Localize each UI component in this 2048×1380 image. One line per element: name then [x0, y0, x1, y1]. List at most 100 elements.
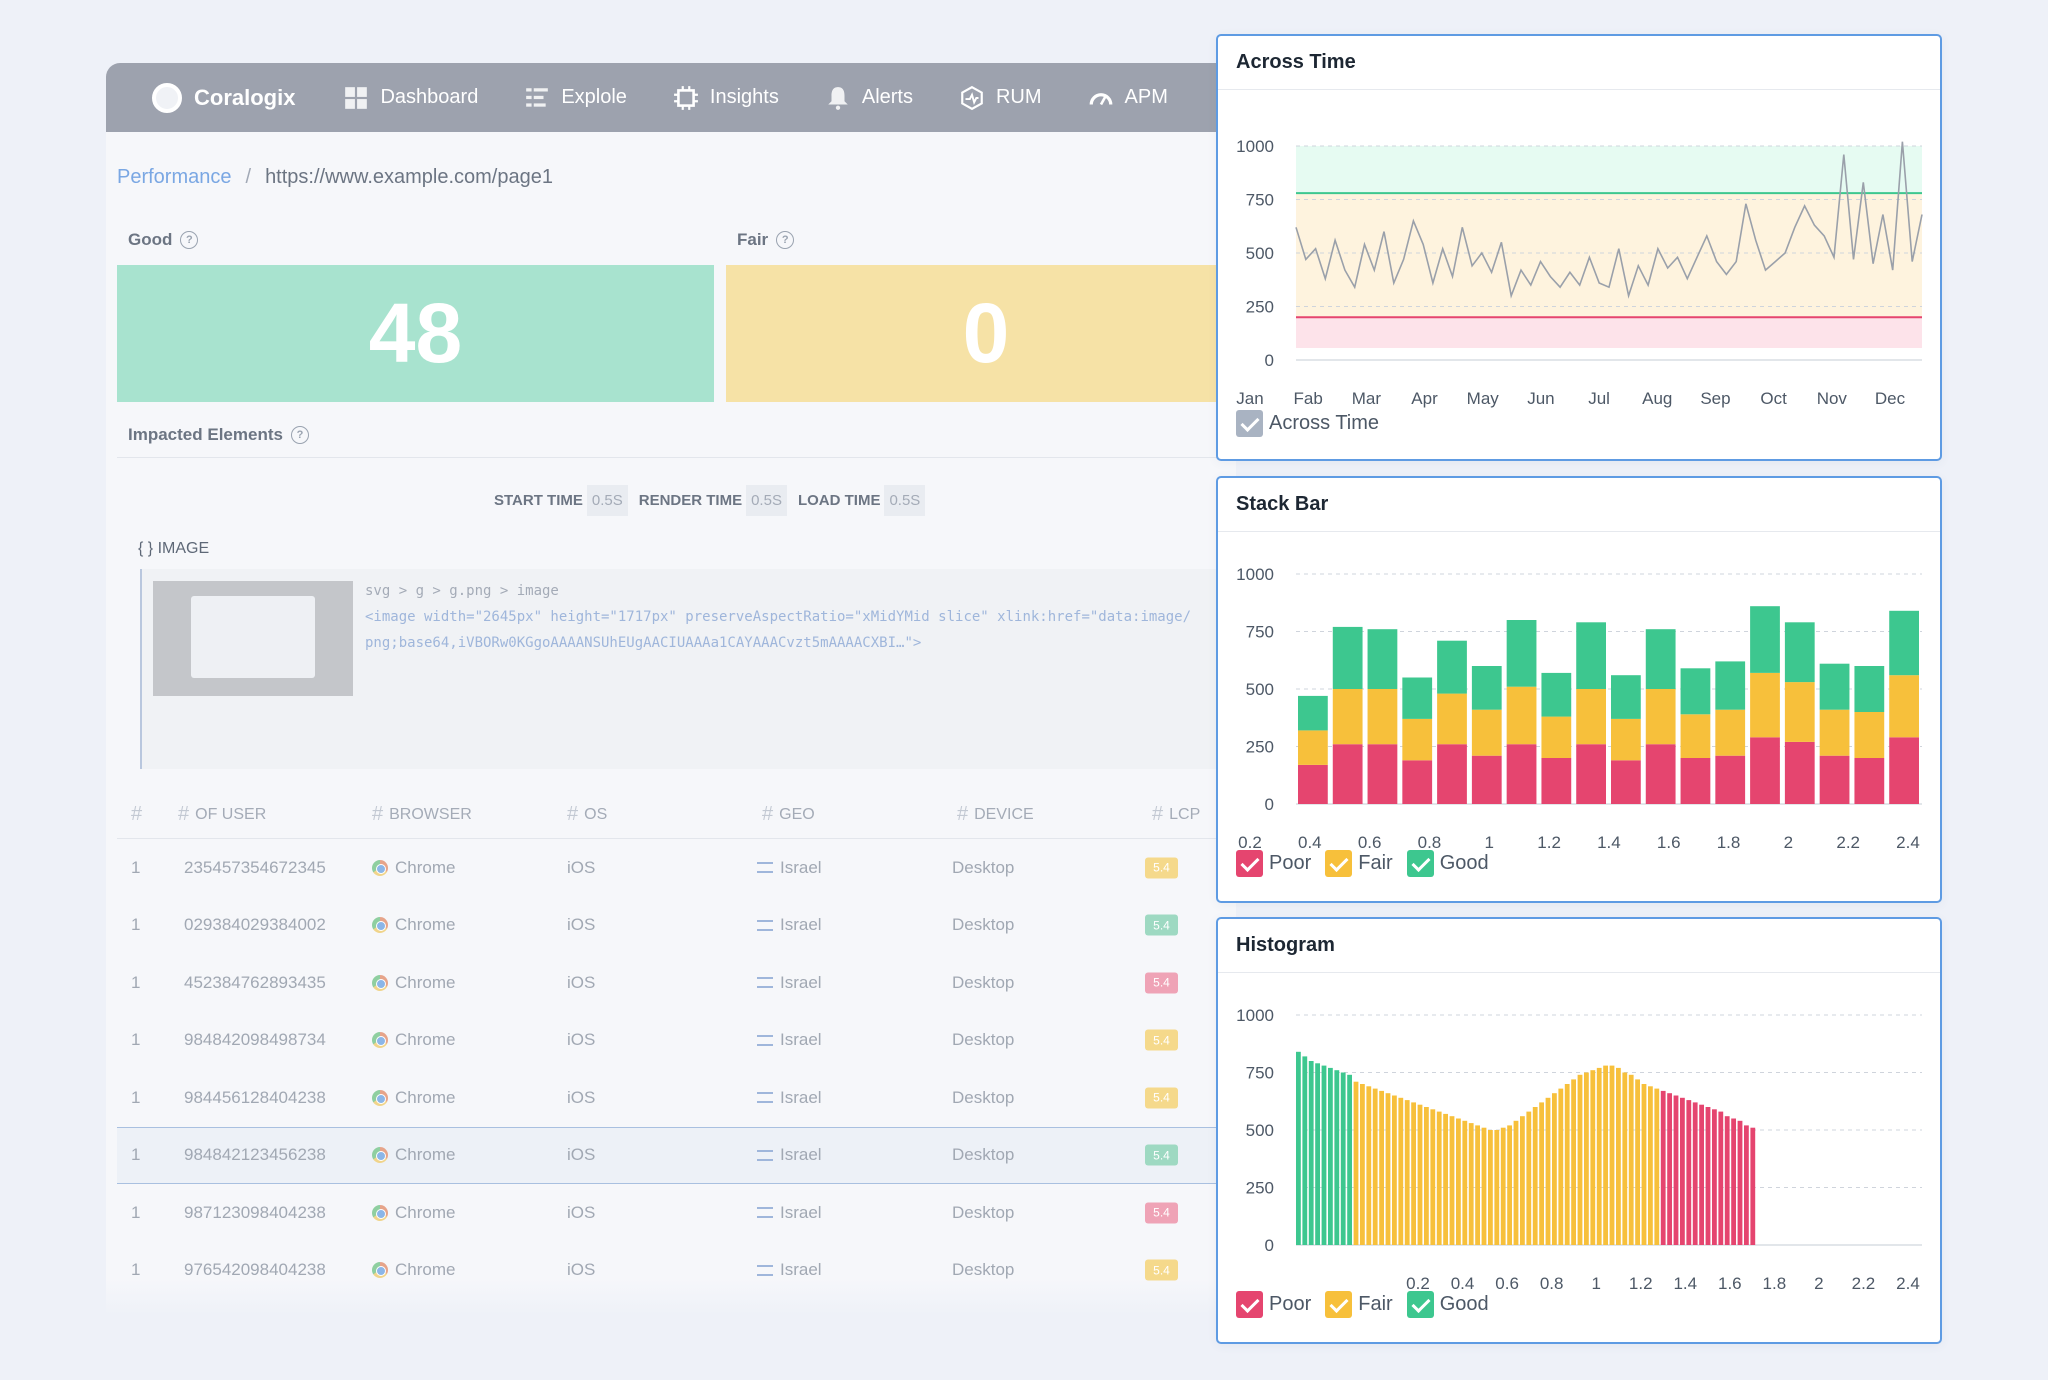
- y-tick-label: 500: [1246, 1121, 1274, 1140]
- nav-item-insights[interactable]: Insights: [673, 85, 779, 111]
- legend-item-fair[interactable]: Fair: [1325, 1291, 1393, 1318]
- legend-item-poor[interactable]: Poor: [1236, 850, 1311, 877]
- nav-item-dashboard[interactable]: Dashboard: [343, 85, 478, 111]
- help-icon[interactable]: ?: [776, 231, 795, 249]
- fair-count[interactable]: 0: [726, 265, 1236, 402]
- flag-icon: [757, 1149, 773, 1161]
- bar-good: [1506, 620, 1537, 687]
- table-row[interactable]: 1 452384762893435 Chrome iOS Israel Desktop 5.…: [117, 954, 1236, 1011]
- bar-good: [1576, 622, 1606, 689]
- nav-label: Alerts: [861, 86, 913, 108]
- legend-item-poor[interactable]: Poor: [1236, 1291, 1311, 1318]
- checkbox-icon[interactable]: [1236, 850, 1263, 877]
- apm-icon: [1089, 92, 1112, 105]
- histogram-bar-fair: [1468, 1123, 1474, 1245]
- bar-good: [1645, 629, 1676, 689]
- chart-legend: Across Time: [1236, 410, 1379, 437]
- x-tick-label: 0.4: [1298, 833, 1322, 852]
- bar-poor: [1402, 760, 1433, 804]
- bar-good: [1611, 675, 1641, 719]
- checkbox-icon[interactable]: [1406, 1291, 1434, 1318]
- y-tick-label: 750: [1246, 1064, 1274, 1083]
- column-header-index[interactable]: #: [131, 803, 143, 825]
- element-thumbnail[interactable]: [153, 581, 353, 696]
- table-row[interactable]: 1 984842098498734 Chrome iOS Israel Desktop 5.…: [117, 1012, 1236, 1069]
- bar-poor: [1750, 737, 1780, 804]
- histogram-bar-good: [1334, 1070, 1340, 1245]
- checkbox-icon[interactable]: [1406, 850, 1434, 877]
- cell-browser-text: Chrome: [395, 857, 456, 877]
- x-tick-label: Fab: [1294, 389, 1323, 408]
- cell-os: iOS: [567, 973, 595, 993]
- cell-index-text: 1: [131, 1202, 141, 1222]
- table-row[interactable]: 1 984842123456238 Chrome iOS Israel Desktop 5.…: [117, 1126, 1236, 1184]
- column-header-os[interactable]: # OS: [567, 803, 607, 826]
- cell-lcp: 5.4: [1145, 1087, 1178, 1108]
- legend-item-fair[interactable]: Fair: [1325, 850, 1393, 877]
- legend-item-good[interactable]: Good: [1406, 1291, 1489, 1318]
- cell-user: 976542098404238: [184, 1260, 326, 1280]
- histogram-bar-poor: [1718, 1111, 1724, 1245]
- checkbox-icon[interactable]: [1325, 850, 1353, 877]
- x-tick-label: 1.6: [1718, 1274, 1742, 1293]
- checkbox-icon[interactable]: [1325, 1291, 1353, 1318]
- histogram-bar-fair: [1398, 1097, 1404, 1245]
- cell-geo: Israel: [757, 1088, 822, 1108]
- checkbox-icon[interactable]: [1236, 410, 1263, 437]
- bar-good: [1750, 606, 1780, 673]
- timing-label: START TIME: [494, 492, 583, 509]
- breadcrumb-link[interactable]: Performance: [117, 166, 232, 188]
- histogram-bar-fair: [1596, 1067, 1602, 1245]
- table-row[interactable]: 1 987123098404238 Chrome iOS Israel Desktop 5.…: [117, 1184, 1236, 1241]
- table-row[interactable]: 1 984456128404238 Chrome iOS Israel Desktop 5.…: [117, 1069, 1236, 1126]
- cell-lcp: 5.4: [1145, 1144, 1178, 1166]
- nav-item-apm[interactable]: APM: [1088, 85, 1168, 111]
- x-tick-label: 0.4: [1451, 1274, 1475, 1293]
- column-header-lcp[interactable]: # LCP: [1152, 803, 1200, 826]
- x-tick-label: 2: [1814, 1274, 1823, 1293]
- table-row[interactable]: 1 976542098404238 Chrome iOS Israel Desktop 5.…: [117, 1242, 1236, 1299]
- x-tick-label: Oct: [1760, 389, 1787, 408]
- x-tick-label: 1: [1591, 1274, 1600, 1293]
- cell-browser-text: Chrome: [395, 1202, 456, 1222]
- bar-good: [1367, 629, 1398, 689]
- y-tick-label: 500: [1246, 680, 1274, 699]
- column-header-browser[interactable]: # BROWSER: [372, 803, 472, 826]
- histogram-bar-fair: [1494, 1130, 1500, 1245]
- legend-item-good[interactable]: Good: [1406, 850, 1489, 877]
- logo[interactable]: Coralogix: [152, 82, 295, 113]
- column-header-geo[interactable]: # GEO: [762, 803, 815, 826]
- x-tick-label: 0.8: [1540, 1274, 1564, 1293]
- chrome-icon: [372, 917, 388, 933]
- impacted-label-text: Impacted Elements: [128, 425, 283, 444]
- table-row[interactable]: 1 029384029384002 Chrome iOS Israel Desktop 5.…: [117, 897, 1236, 954]
- y-tick-label: 750: [1246, 191, 1274, 210]
- checkbox-icon[interactable]: [1236, 1291, 1263, 1318]
- good-count[interactable]: 48: [117, 265, 714, 402]
- breadcrumb-separator: /: [245, 166, 252, 188]
- legend-label: Fair: [1358, 852, 1393, 874]
- histogram-bar-fair: [1584, 1072, 1589, 1245]
- table-row[interactable]: 1 235457354672345 Chrome iOS Israel Desktop 5.…: [117, 839, 1236, 896]
- histogram-bar-poor: [1750, 1127, 1756, 1245]
- column-header-user[interactable]: # OF USER: [178, 803, 266, 826]
- help-icon[interactable]: ?: [290, 426, 309, 444]
- chrome-icon: [372, 1147, 388, 1163]
- nav-item-rum[interactable]: RUM: [959, 85, 1042, 111]
- nav-item-explore[interactable]: Explole: [524, 85, 627, 111]
- nav-item-alerts[interactable]: Alerts: [825, 85, 913, 111]
- cell-os-text: iOS: [567, 1260, 596, 1279]
- bar-fair: [1471, 709, 1502, 756]
- cell-device-text: Desktop: [952, 1087, 1015, 1107]
- chrome-icon: [372, 1204, 388, 1221]
- chrome-icon: [372, 859, 388, 876]
- bar-poor: [1715, 755, 1746, 804]
- timing-label: LOAD TIME: [797, 492, 881, 509]
- help-icon[interactable]: ?: [180, 231, 199, 249]
- cell-index: 1: [131, 858, 140, 878]
- legend-item-across-time[interactable]: Across Time: [1236, 410, 1379, 437]
- column-header-device[interactable]: # DEVICE: [957, 803, 1034, 826]
- cell-user-text: 235457354672345: [184, 857, 326, 877]
- histogram-bar-fair: [1360, 1084, 1365, 1245]
- bar-poor: [1298, 764, 1328, 804]
